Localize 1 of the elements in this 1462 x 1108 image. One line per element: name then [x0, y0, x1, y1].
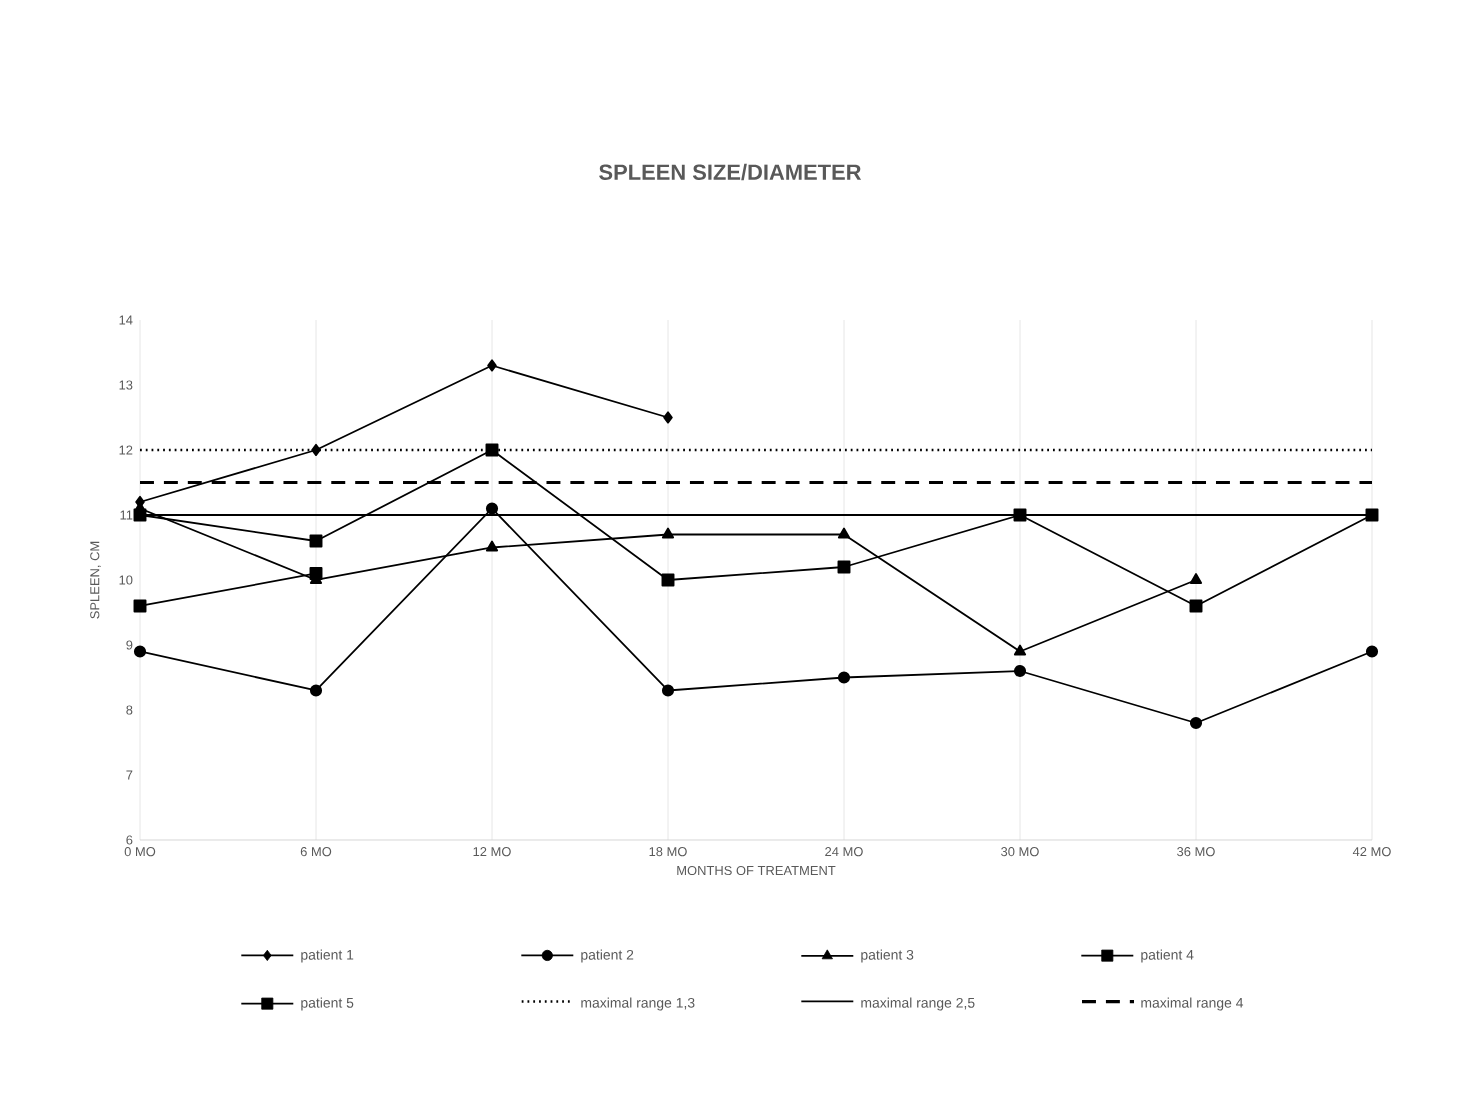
chart-title: SPLEEN SIZE/DIAMETER: [599, 163, 862, 181]
